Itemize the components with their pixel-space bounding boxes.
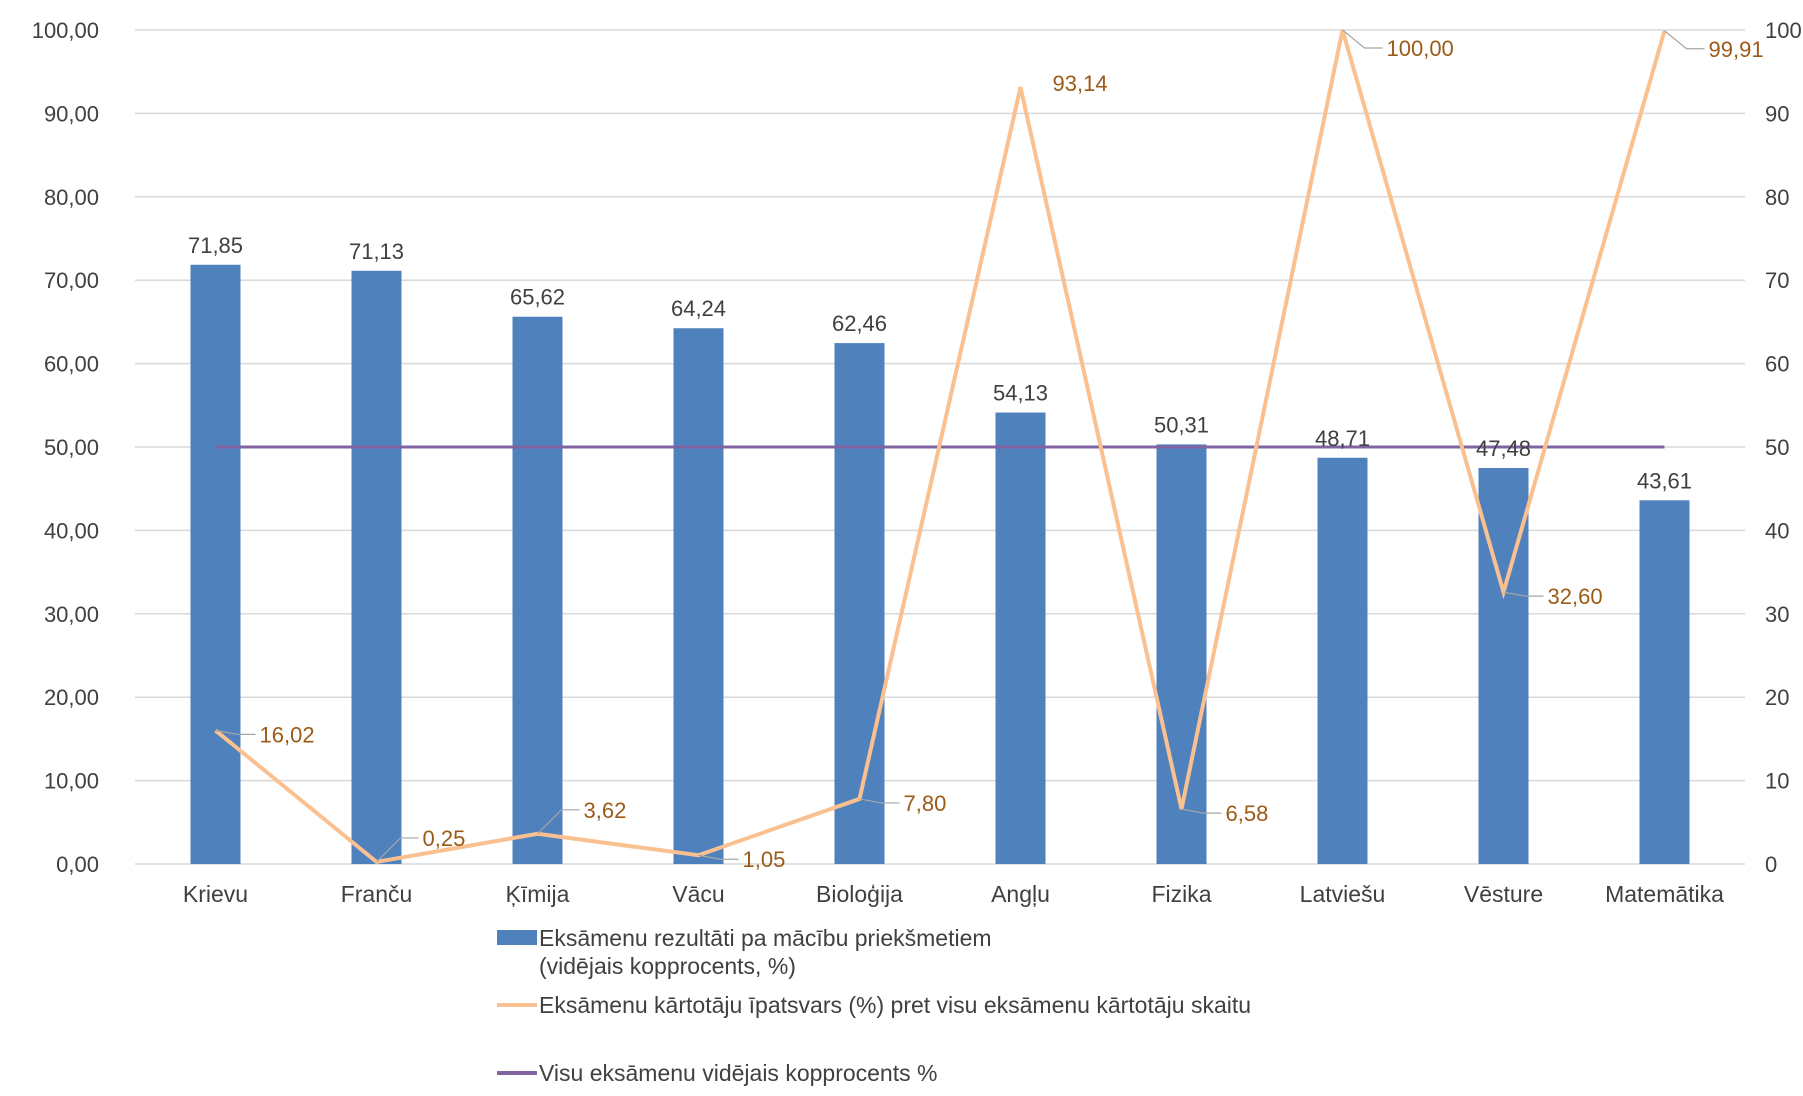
bar-value-label: 71,85 <box>188 233 243 258</box>
category-label: Ķīmija <box>506 881 570 907</box>
right-tick-label: 10 <box>1765 769 1789 794</box>
line-value-label: 16,02 <box>260 722 315 747</box>
leader-line <box>1342 29 1383 49</box>
left-tick-label: 30,00 <box>44 602 99 627</box>
leader-line <box>1664 30 1705 50</box>
bar <box>1639 500 1690 864</box>
category-axis-labels: Krievu Franču Ķīmija Vācu Bioloģija Angļu Fizi… <box>183 881 1724 907</box>
leader-line <box>859 798 900 804</box>
bar <box>351 270 402 865</box>
left-tick-label: 10,00 <box>44 769 99 794</box>
line-value-label: 0,25 <box>423 826 466 851</box>
legend-label-average: Visu eksāmenu vidējais kopprocents % <box>539 1060 937 1086</box>
left-tick-label: 50,00 <box>44 435 99 460</box>
leader-line <box>1181 808 1222 814</box>
right-tick-label: 60 <box>1765 352 1789 377</box>
left-tick-label: 90,00 <box>44 101 99 126</box>
left-y-axis: 0,00 10,00 20,00 30,00 40,00 50,00 60,00 70,00 8… <box>32 18 99 877</box>
line-value-label: 7,80 <box>904 791 947 816</box>
line-value-label: 6,58 <box>1226 801 1269 826</box>
bar <box>1317 457 1368 864</box>
category-label: Angļu <box>991 881 1050 907</box>
legend-swatch-bar <box>497 930 537 945</box>
line-value-label: 3,62 <box>584 798 627 823</box>
bar-value-label: 47,48 <box>1476 436 1531 461</box>
right-tick-label: 30 <box>1765 602 1789 627</box>
bar-value-label: 64,24 <box>671 296 726 321</box>
bar-value-label: 62,46 <box>832 311 887 336</box>
left-tick-label: 70,00 <box>44 268 99 293</box>
leader-line <box>376 837 419 863</box>
line-value-label: 1,05 <box>743 847 786 872</box>
right-tick-label: 0 <box>1765 852 1777 877</box>
category-label: Bioloģija <box>816 881 903 907</box>
right-tick-label: 90 <box>1765 101 1789 126</box>
legend-label-share: Eksāmenu kārtotāju īpatsvars (%) pret vi… <box>539 992 1251 1018</box>
bar <box>834 343 885 864</box>
bar <box>512 316 563 864</box>
bar <box>995 412 1046 864</box>
legend-label-bar: Eksāmenu rezultāti pa mācību priekšmetie… <box>539 925 992 951</box>
category-label: Krievu <box>183 881 248 907</box>
line-value-label: 99,91 <box>1709 37 1764 62</box>
left-tick-label: 100,00 <box>32 18 99 43</box>
leader-line <box>537 809 580 835</box>
category-label: Franču <box>341 881 413 907</box>
bar-value-label: 43,61 <box>1637 468 1692 493</box>
bar <box>190 264 241 864</box>
right-tick-label: 100 <box>1765 18 1802 43</box>
bar-value-label: 65,62 <box>510 285 565 310</box>
right-tick-label: 50 <box>1765 435 1789 460</box>
category-label: Matemātika <box>1605 881 1724 907</box>
right-y-axis: 0 10 20 30 40 50 60 70 80 90 100 <box>1765 18 1802 877</box>
left-tick-label: 60,00 <box>44 352 99 377</box>
right-tick-label: 80 <box>1765 185 1789 210</box>
line-value-label: 100,00 <box>1387 36 1454 61</box>
bar <box>1156 444 1207 864</box>
category-label: Vācu <box>672 881 724 907</box>
left-tick-label: 80,00 <box>44 185 99 210</box>
left-tick-label: 0,00 <box>56 852 99 877</box>
leader-line <box>698 854 739 860</box>
bar-value-label: 54,13 <box>993 381 1048 406</box>
bar <box>673 328 724 864</box>
category-label: Fizika <box>1151 881 1211 907</box>
line-value-label: 93,14 <box>1053 71 1108 96</box>
legend-label-bar-line2: (vidējais kopprocents, %) <box>539 953 796 979</box>
bar-data-labels: 71,85 71,13 65,62 64,24 62,46 54,13 50,31 48,71… <box>188 233 1692 494</box>
share-line-series <box>214 29 1667 865</box>
right-tick-label: 40 <box>1765 518 1789 543</box>
category-label: Vēsture <box>1464 881 1543 907</box>
bar-value-label: 71,13 <box>349 239 404 264</box>
right-tick-label: 20 <box>1765 685 1789 710</box>
left-tick-label: 40,00 <box>44 518 99 543</box>
legend: Eksāmenu rezultāti pa mācību priekšmetie… <box>497 925 1251 1086</box>
bar-value-label: 48,71 <box>1315 426 1370 451</box>
line-value-label: 32,60 <box>1548 584 1603 609</box>
bar-series <box>190 264 1690 865</box>
category-label: Latviešu <box>1300 881 1386 907</box>
leader-line <box>215 729 256 735</box>
share-line <box>214 29 1667 865</box>
bar-value-label: 50,31 <box>1154 412 1209 437</box>
right-tick-label: 70 <box>1765 268 1789 293</box>
line-data-labels: 16,02 0,25 3,62 1,05 7,80 93,14 6,58 100,00 32,6… <box>215 29 1764 872</box>
leader-line <box>1503 591 1544 597</box>
left-tick-label: 20,00 <box>44 685 99 710</box>
